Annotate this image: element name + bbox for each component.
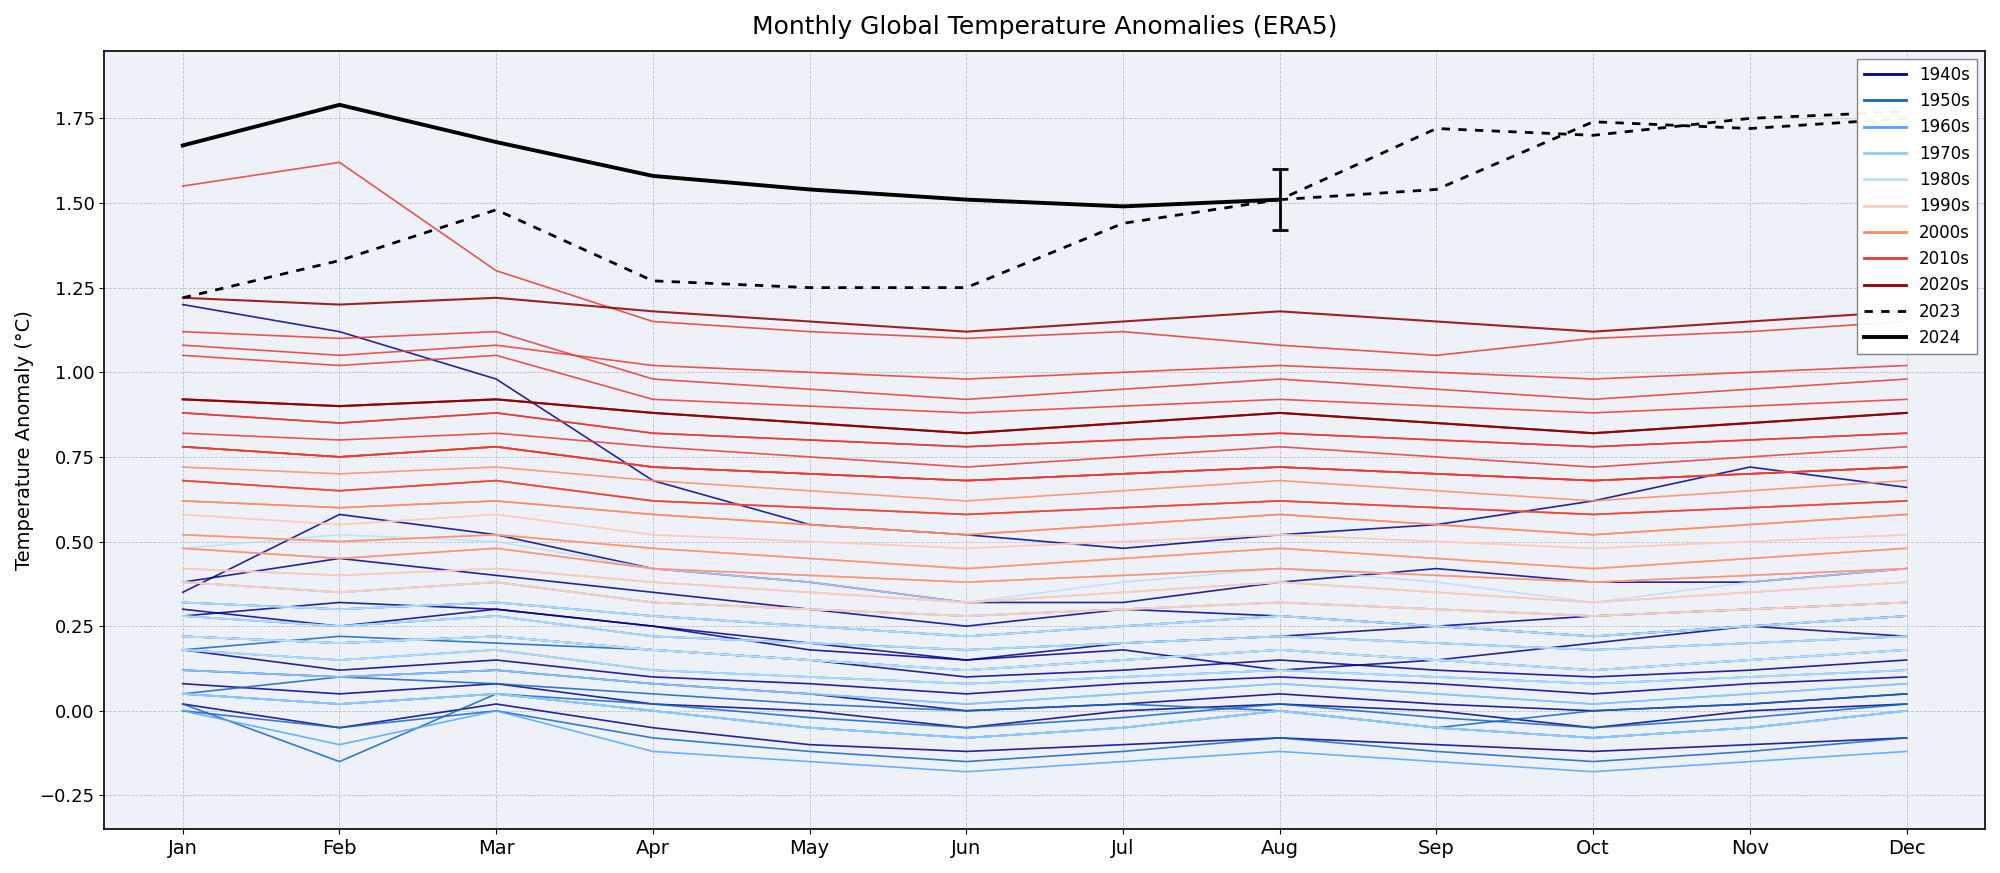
Title: Monthly Global Temperature Anomalies (ERA5): Monthly Global Temperature Anomalies (ER…: [752, 15, 1338, 39]
Y-axis label: Temperature Anomaly (°C): Temperature Anomaly (°C): [14, 310, 34, 570]
Legend: 1940s, 1950s, 1960s, 1970s, 1980s, 1990s, 2000s, 2010s, 2020s, 2023, 2024: 1940s, 1950s, 1960s, 1970s, 1980s, 1990s…: [1858, 59, 1976, 354]
